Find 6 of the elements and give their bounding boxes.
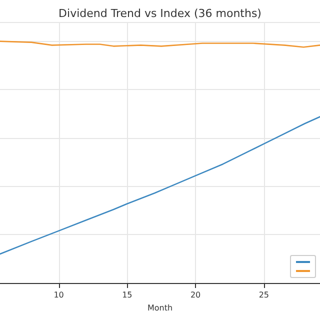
- x-tick-label: 15: [122, 290, 132, 300]
- chart-title: Dividend Trend vs Index (36 months): [58, 7, 262, 20]
- x-tick-label: 25: [258, 290, 270, 300]
- x-tick-label: 10: [54, 290, 64, 300]
- x-tick-label: 20: [190, 290, 201, 300]
- x-axis-title: Month: [147, 303, 173, 312]
